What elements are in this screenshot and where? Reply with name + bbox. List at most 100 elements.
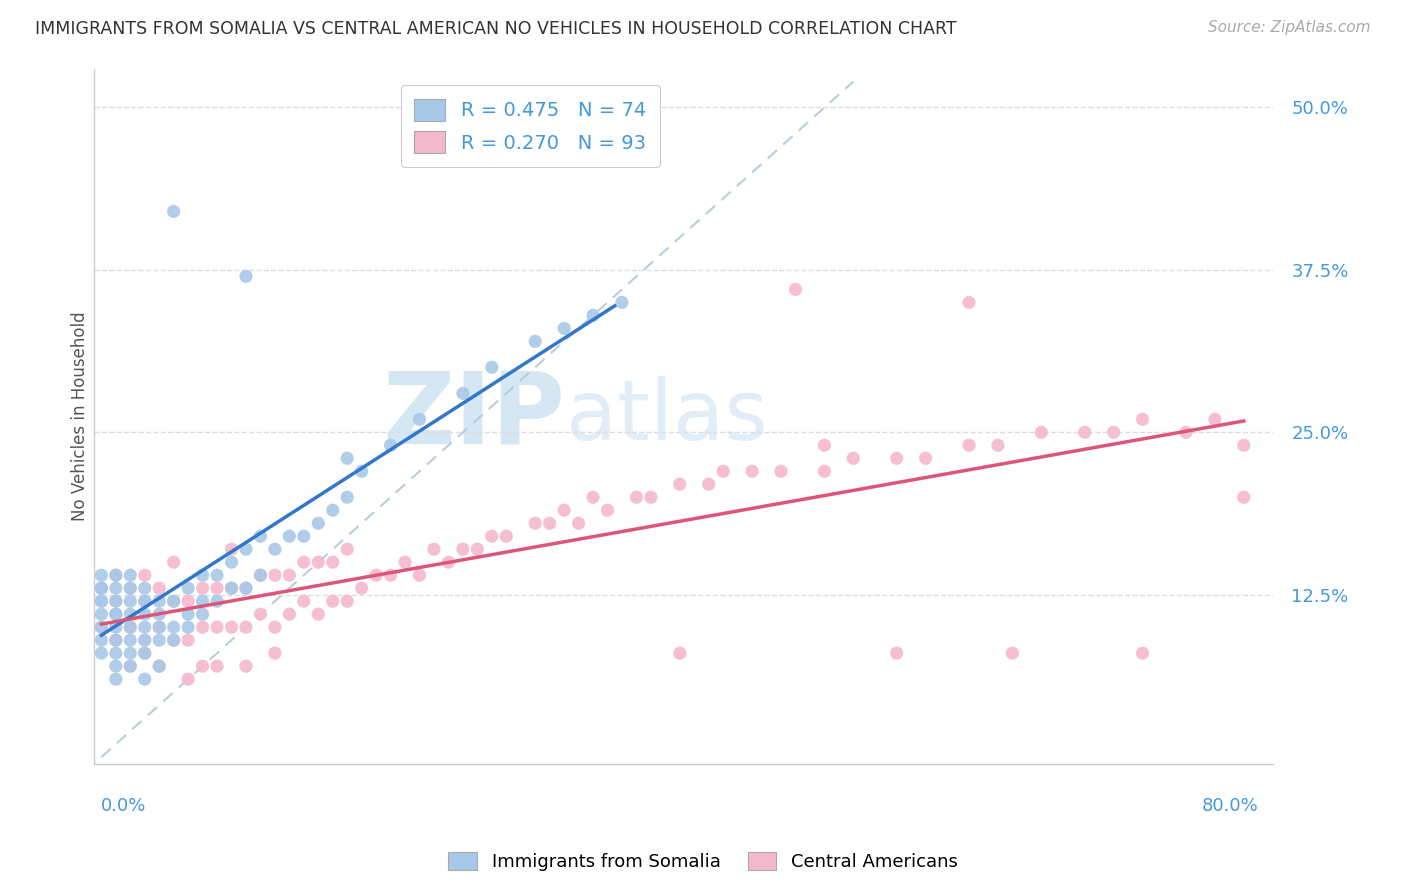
Point [307, 516, 329, 531]
Point [264, 542, 287, 557]
Point [957, 295, 980, 310]
Point [769, 464, 792, 478]
Point [90, 620, 112, 634]
Point [90, 607, 112, 622]
Text: IMMIGRANTS FROM SOMALIA VS CENTRAL AMERICAN NO VEHICLES IN HOUSEHOLD CORRELATION: IMMIGRANTS FROM SOMALIA VS CENTRAL AMERI… [35, 20, 956, 37]
Point [307, 607, 329, 622]
Point [163, 555, 186, 569]
Point [1233, 438, 1256, 452]
Point [292, 594, 315, 608]
Point [104, 568, 127, 582]
Point [336, 490, 359, 504]
Point [104, 607, 127, 622]
Point [1073, 425, 1095, 440]
Point [120, 568, 142, 582]
Point [205, 594, 228, 608]
Point [785, 282, 807, 296]
Point [163, 633, 186, 648]
Point [1001, 646, 1024, 660]
Point [640, 490, 662, 504]
Point [437, 555, 460, 569]
Point [134, 646, 156, 660]
Point [668, 646, 690, 660]
Point [886, 646, 908, 660]
Point [134, 581, 156, 595]
Point [177, 633, 200, 648]
Point [148, 620, 170, 634]
Point [120, 659, 142, 673]
Point [235, 542, 257, 557]
Point [90, 568, 112, 582]
Point [163, 204, 186, 219]
Text: 0.0%: 0.0% [101, 797, 146, 815]
Point [524, 516, 547, 531]
Point [205, 581, 228, 595]
Point [205, 659, 228, 673]
Point [104, 568, 127, 582]
Point [596, 503, 619, 517]
Point [191, 659, 214, 673]
Point [322, 555, 344, 569]
Point [191, 594, 214, 608]
Point [90, 581, 112, 595]
Point [104, 594, 127, 608]
Point [191, 568, 214, 582]
Point [163, 594, 186, 608]
Point [408, 412, 430, 426]
Point [553, 321, 575, 335]
Point [235, 620, 257, 634]
Point [249, 568, 271, 582]
Point [120, 620, 142, 634]
Point [148, 633, 170, 648]
Point [380, 438, 402, 452]
Point [1102, 425, 1125, 440]
Point [235, 581, 257, 595]
Point [886, 451, 908, 466]
Point [264, 568, 287, 582]
Point [163, 633, 186, 648]
Point [104, 633, 127, 648]
Point [394, 555, 416, 569]
Point [380, 568, 402, 582]
Point [914, 451, 936, 466]
Point [90, 581, 112, 595]
Point [1031, 425, 1053, 440]
Point [336, 451, 359, 466]
Point [191, 620, 214, 634]
Text: ZIP: ZIP [382, 368, 565, 465]
Point [307, 555, 329, 569]
Point [148, 607, 170, 622]
Point [366, 568, 388, 582]
Point [538, 516, 561, 531]
Point [495, 529, 517, 543]
Point [177, 672, 200, 686]
Point [134, 607, 156, 622]
Y-axis label: No Vehicles in Household: No Vehicles in Household [72, 311, 89, 521]
Text: atlas: atlas [565, 376, 768, 457]
Point [451, 542, 474, 557]
Point [336, 542, 359, 557]
Point [524, 334, 547, 349]
Point [148, 659, 170, 673]
Point [292, 529, 315, 543]
Point [626, 490, 648, 504]
Point [350, 581, 373, 595]
Point [104, 646, 127, 660]
Point [813, 464, 835, 478]
Point [235, 581, 257, 595]
Point [120, 594, 142, 608]
Point [292, 555, 315, 569]
Point [90, 646, 112, 660]
Point [134, 620, 156, 634]
Point [134, 594, 156, 608]
Point [221, 620, 243, 634]
Point [668, 477, 690, 491]
Point [568, 516, 591, 531]
Point [134, 672, 156, 686]
Point [278, 529, 301, 543]
Point [1132, 412, 1154, 426]
Point [104, 594, 127, 608]
Point [1132, 646, 1154, 660]
Point [987, 438, 1010, 452]
Point [264, 646, 287, 660]
